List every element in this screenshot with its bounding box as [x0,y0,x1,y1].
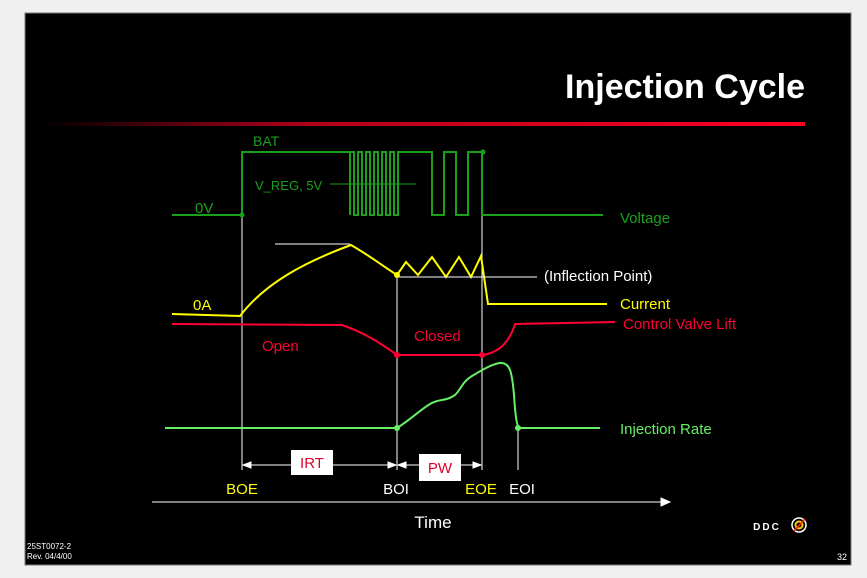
revision-text: Rev. 04/4/00 [27,552,72,561]
open-label: Open [262,338,299,355]
logo-ring-icon [791,517,807,533]
boe-label: BOE [226,481,258,498]
logo-inner-ring-icon [794,520,804,530]
voltage-label: Voltage [620,210,670,227]
rate-trace [165,361,600,429]
zero-volt-label: 0V [195,200,213,217]
current-label: Current [620,296,671,313]
eoe-voltage-dot [480,149,486,155]
logo-slash-icon [793,518,806,532]
eoe-label: EOE [465,481,497,498]
valve-trace [171,321,616,356]
eoi-rate-dot [515,425,521,431]
zero-amp-label: 0A [193,297,211,314]
bat-label: BAT [253,133,280,149]
slide-title: Injection Cycle [565,68,805,106]
vreg-label: V_REG, 5V [255,178,323,193]
pw-box [419,454,461,481]
closed-label: Closed [414,328,461,345]
doc-id: 25ST0072-2 [27,542,72,551]
inflection-label: (Inflection Point) [544,268,652,285]
irt-label: IRT [300,455,324,472]
valve-label: Control Valve Lift [623,316,737,333]
rate-label: Injection Rate [620,421,712,438]
boe-voltage-dot [239,212,245,218]
boi-rate-dot [394,425,400,431]
voltage-trace [172,151,603,216]
pw-label: PW [428,460,453,477]
time-axis-label: Time [414,513,451,532]
valve-open-dot [479,352,485,358]
valve-closed-dot [394,352,400,358]
ddc-logo-text: DDC [753,522,781,533]
time-axis [152,497,672,507]
inflection-dot [394,272,400,278]
page-number: 32 [837,552,847,562]
title-underline [40,122,805,126]
eoi-label: EOI [509,481,535,498]
current-trace [171,243,607,318]
boi-label: BOI [383,481,409,498]
ddc-logo: DDC [753,517,807,533]
irt-box [291,450,333,475]
